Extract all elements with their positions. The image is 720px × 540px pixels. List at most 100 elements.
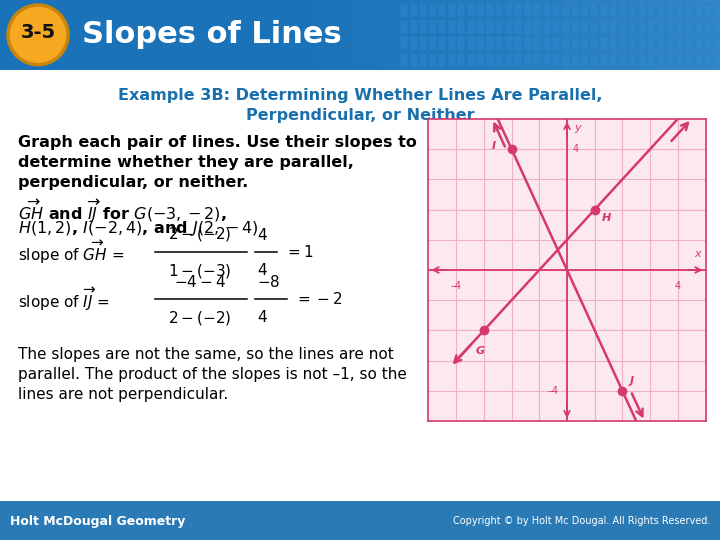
Text: $4$: $4$ xyxy=(257,227,268,244)
Bar xyxy=(466,0,468,70)
Bar xyxy=(523,3,531,17)
Bar xyxy=(571,0,573,70)
Bar xyxy=(438,3,446,17)
Bar xyxy=(487,0,489,70)
Bar xyxy=(695,3,703,17)
Text: x: x xyxy=(694,249,701,259)
Bar xyxy=(663,0,665,70)
Text: Perpendicular, or Neither: Perpendicular, or Neither xyxy=(246,107,474,123)
Bar xyxy=(325,0,328,70)
Bar xyxy=(336,0,338,70)
Bar xyxy=(333,0,336,70)
Bar xyxy=(426,0,428,70)
Bar xyxy=(675,36,683,50)
Bar xyxy=(459,0,462,70)
Bar xyxy=(714,3,720,17)
Bar xyxy=(436,0,438,70)
Bar xyxy=(603,0,605,70)
Bar xyxy=(693,0,695,70)
Bar xyxy=(571,20,579,34)
Bar xyxy=(642,0,644,70)
Bar xyxy=(312,0,315,70)
Bar xyxy=(380,0,382,70)
Bar xyxy=(609,36,617,50)
Bar xyxy=(410,36,418,50)
Text: The slopes are not the same, so the lines are not: The slopes are not the same, so the line… xyxy=(18,347,394,362)
Bar xyxy=(685,53,693,66)
Bar xyxy=(557,0,558,70)
Bar xyxy=(474,0,477,70)
Bar xyxy=(476,20,484,34)
Bar xyxy=(636,0,638,70)
Bar xyxy=(564,0,567,70)
Bar xyxy=(657,53,665,66)
Bar xyxy=(338,0,340,70)
Bar xyxy=(621,0,624,70)
Bar xyxy=(449,0,451,70)
Bar xyxy=(342,0,344,70)
Bar xyxy=(384,0,386,70)
Bar xyxy=(395,0,397,70)
Bar xyxy=(428,36,436,50)
Bar xyxy=(647,20,655,34)
Bar xyxy=(711,0,714,70)
Bar xyxy=(567,0,569,70)
Bar xyxy=(647,3,655,17)
Bar xyxy=(432,0,434,70)
Bar xyxy=(505,0,508,70)
Bar xyxy=(481,0,482,70)
Bar xyxy=(351,0,353,70)
Bar xyxy=(344,0,346,70)
Bar xyxy=(441,0,443,70)
Bar xyxy=(590,20,598,34)
Bar xyxy=(411,0,413,70)
Bar xyxy=(356,0,359,70)
Bar xyxy=(495,20,503,34)
Bar xyxy=(548,0,550,70)
Bar xyxy=(464,0,466,70)
Bar xyxy=(523,20,531,34)
Text: Copyright © by Holt Mc Dougal. All Rights Reserved.: Copyright © by Holt Mc Dougal. All Right… xyxy=(453,516,710,526)
Bar xyxy=(704,20,712,34)
Bar xyxy=(637,36,646,50)
Text: $1-(-3)$: $1-(-3)$ xyxy=(168,262,232,280)
Bar xyxy=(410,3,418,17)
Bar xyxy=(302,0,305,70)
Bar xyxy=(403,0,405,70)
Bar xyxy=(413,0,415,70)
Bar xyxy=(386,0,388,70)
Bar xyxy=(485,53,493,66)
Bar xyxy=(353,0,355,70)
Bar xyxy=(647,0,649,70)
Bar xyxy=(428,0,431,70)
Text: $H(1, 2)$, $I(-2, 4)$, and $J(2, -4)$: $H(1, 2)$, $I(-2, 4)$, and $J(2, -4)$ xyxy=(18,219,258,239)
Bar xyxy=(467,53,474,66)
Bar xyxy=(608,0,611,70)
Bar xyxy=(647,53,655,66)
Bar xyxy=(467,20,474,34)
Bar xyxy=(390,0,392,70)
Bar xyxy=(523,36,531,50)
Bar xyxy=(688,0,690,70)
Text: y: y xyxy=(574,123,580,133)
Bar xyxy=(407,0,409,70)
Bar xyxy=(666,53,674,66)
Bar xyxy=(508,0,510,70)
Bar xyxy=(505,20,513,34)
Bar xyxy=(649,0,651,70)
Bar xyxy=(653,0,655,70)
Bar xyxy=(655,0,657,70)
Bar xyxy=(716,0,718,70)
Bar xyxy=(666,3,674,17)
Bar xyxy=(523,53,531,66)
Bar xyxy=(321,0,323,70)
Bar xyxy=(695,20,703,34)
Bar xyxy=(438,0,441,70)
Bar xyxy=(674,0,676,70)
Bar xyxy=(400,53,408,66)
Bar xyxy=(359,0,361,70)
Bar xyxy=(704,36,712,50)
Bar xyxy=(714,36,720,50)
Bar xyxy=(667,0,670,70)
Bar xyxy=(388,0,390,70)
